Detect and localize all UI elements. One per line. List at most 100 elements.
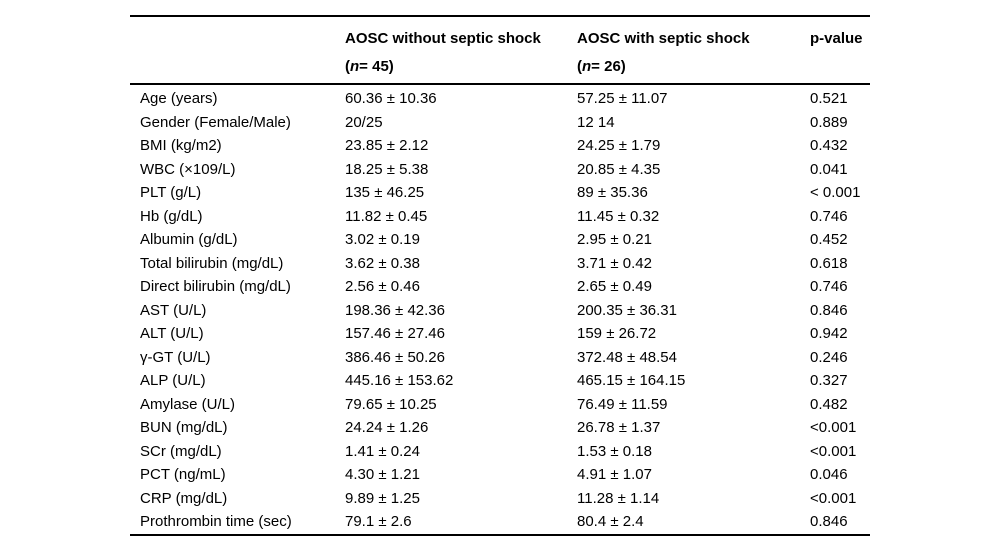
table-header: AOSC without septic shock (n = 45) AOSC … (130, 16, 870, 85)
value-with-shock: 465.15 ± 164.15 (577, 372, 686, 389)
table-row: BUN (mg/dL) 24.24 ± 1.26 26.78 ± 1.37 <0.00… (130, 416, 870, 440)
p-value: 0.046 (810, 466, 848, 483)
p-value: 0.327 (810, 372, 848, 389)
row-label: Direct bilirubin (mg/dL) (140, 278, 291, 295)
header-group-without-shock-n: (n = 45) (345, 57, 394, 75)
table-row: Amylase (U/L) 79.65 ± 10.25 76.49 ± 11.59 0… (130, 393, 870, 417)
header-group-with-shock-n: (n = 26) (577, 57, 626, 75)
value-with-shock: 89 ± 35.36 (577, 184, 648, 201)
table-row: Hb (g/dL) 11.82 ± 0.45 11.45 ± 0.32 0.746 (130, 205, 870, 229)
table-row: BMI (kg/m2) 23.85 ± 2.12 24.25 ± 1.79 0.432 (130, 134, 870, 158)
p-value: 0.432 (810, 137, 848, 154)
value-with-shock: 76.49 ± 11.59 (577, 395, 668, 413)
value-with-shock: 11.45 ± 0.32 (577, 207, 660, 225)
p-value: 0.846 (810, 301, 848, 319)
p-value: 0.452 (810, 231, 848, 248)
row-label: Age (years) (140, 90, 218, 107)
value-with-shock: 26.78 ± 1.37 (577, 419, 661, 436)
table-row: PLT (g/L) 135 ± 46.25 89 ± 35.36 < 0.001 (130, 181, 870, 205)
header-group-without-shock: AOSC without septic shock (n = 45) (345, 16, 577, 85)
value-with-shock: 24.25 ± 1.79 (577, 137, 661, 154)
table-row: SCr (mg/dL) 1.41 ± 0.24 1.53 ± 0.18 <0.001 (130, 440, 870, 464)
row-label: CRP (mg/dL) (140, 489, 228, 507)
p-value: 0.889 (810, 113, 848, 131)
value-without-shock: 20/25 (345, 113, 383, 131)
value-without-shock: 198.36 ± 42.36 (345, 301, 445, 319)
table-row: Age (years) 60.36 ± 10.36 57.25 ± 11.07 0.5… (130, 84, 870, 111)
row-label: PCT (ng/mL) (140, 466, 226, 483)
value-with-shock: 57.25 ± 11.07 (577, 90, 668, 107)
row-label: BMI (kg/m2) (140, 137, 222, 154)
p-value: 0.521 (810, 90, 848, 107)
table-row: ALP (U/L) 445.16 ± 153.62 465.15 ± 164.15 0… (130, 369, 870, 393)
row-label: Prothrombin time (sec) (140, 513, 292, 530)
row-label: ALP (U/L) (140, 372, 206, 389)
value-without-shock: 445.16 ± 153.62 (345, 372, 454, 389)
table-row: CRP (mg/dL) 9.89 ± 1.25 11.28 ± 1.14 <0.001 (130, 487, 870, 511)
row-label: Albumin (g/dL) (140, 231, 238, 248)
p-value: <0.001 (810, 419, 857, 436)
table-body: Age (years) 60.36 ± 10.36 57.25 ± 11.07 0.5… (130, 84, 870, 535)
value-without-shock: 18.25 ± 5.38 (345, 160, 429, 178)
value-without-shock: 1.41 ± 0.24 (345, 442, 420, 460)
table-row: Gender (Female/Male) 20/25 12 14 0.889 (130, 111, 870, 135)
value-without-shock: 11.82 ± 0.45 (345, 207, 428, 225)
header-group-with-shock: AOSC with septic shock (n = 26) (577, 16, 810, 85)
header-pvalue: p-value (810, 16, 870, 85)
value-with-shock: 11.28 ± 1.14 (577, 489, 660, 507)
value-without-shock: 23.85 ± 2.12 (345, 137, 429, 154)
row-label: BUN (mg/dL) (140, 419, 228, 436)
value-without-shock: 3.62 ± 0.38 (345, 254, 420, 272)
p-value: 0.482 (810, 395, 848, 413)
value-with-shock: 20.85 ± 4.35 (577, 160, 661, 178)
header-group-with-shock-title: AOSC with septic shock (577, 29, 750, 47)
value-without-shock: 79.65 ± 10.25 (345, 395, 437, 413)
row-label: Gender (Female/Male) (140, 113, 291, 131)
row-label: AST (U/L) (140, 301, 207, 319)
value-with-shock: 1.53 ± 0.18 (577, 442, 652, 460)
table-row: ALT (U/L) 157.46 ± 27.46 159 ± 26.72 0.942 (130, 322, 870, 346)
row-label: Amylase (U/L) (140, 395, 236, 413)
p-value: < 0.001 (810, 184, 861, 201)
value-with-shock: 2.65 ± 0.49 (577, 278, 652, 295)
value-without-shock: 24.24 ± 1.26 (345, 419, 429, 436)
table-row: Total bilirubin (mg/dL) 3.62 ± 0.38 3.71 ±… (130, 252, 870, 276)
value-without-shock: 60.36 ± 10.36 (345, 90, 437, 107)
row-label: γ-GT (U/L) (140, 348, 211, 366)
value-without-shock: 386.46 ± 50.26 (345, 348, 445, 366)
p-value: 0.041 (810, 160, 848, 178)
clinical-characteristics-table: AOSC without septic shock (n = 45) AOSC … (130, 15, 870, 536)
table-row: Albumin (g/dL) 3.02 ± 0.19 2.95 ± 0.21 0.45… (130, 228, 870, 252)
value-with-shock: 2.95 ± 0.21 (577, 231, 652, 248)
p-value: 0.746 (810, 207, 848, 225)
value-with-shock: 200.35 ± 36.31 (577, 301, 677, 319)
value-with-shock: 4.91 ± 1.07 (577, 466, 652, 483)
value-with-shock: 159 ± 26.72 (577, 325, 657, 342)
value-with-shock: 12 14 (577, 113, 615, 131)
table-row: WBC (×109/L) 18.25 ± 5.38 20.85 ± 4.35 0.04… (130, 158, 870, 182)
value-without-shock: 3.02 ± 0.19 (345, 231, 420, 248)
value-without-shock: 79.1 ± 2.6 (345, 513, 412, 530)
value-without-shock: 9.89 ± 1.25 (345, 489, 420, 507)
value-without-shock: 4.30 ± 1.21 (345, 466, 420, 483)
value-with-shock: 3.71 ± 0.42 (577, 254, 652, 272)
p-value: <0.001 (810, 442, 857, 460)
table-row: Prothrombin time (sec) 79.1 ± 2.6 80.4 ± 2… (130, 510, 870, 535)
table-row: PCT (ng/mL) 4.30 ± 1.21 4.91 ± 1.07 0.046 (130, 463, 870, 487)
value-without-shock: 135 ± 46.25 (345, 184, 425, 201)
header-group-without-shock-title: AOSC without septic shock (345, 29, 541, 47)
value-without-shock: 2.56 ± 0.46 (345, 278, 420, 295)
p-value: 0.246 (810, 348, 848, 366)
p-value: <0.001 (810, 489, 857, 507)
row-label: SCr (mg/dL) (140, 442, 222, 460)
table-row: Direct bilirubin (mg/dL) 2.56 ± 0.46 2.65 … (130, 275, 870, 299)
row-label: Total bilirubin (mg/dL) (140, 254, 284, 272)
row-label: ALT (U/L) (140, 325, 204, 342)
p-value: 0.942 (810, 325, 848, 342)
row-label: PLT (g/L) (140, 184, 202, 201)
p-value: 0.846 (810, 513, 848, 530)
header-empty-cell (130, 16, 345, 85)
row-label: Hb (g/dL) (140, 207, 203, 225)
row-label: WBC (×109/L) (140, 160, 236, 178)
